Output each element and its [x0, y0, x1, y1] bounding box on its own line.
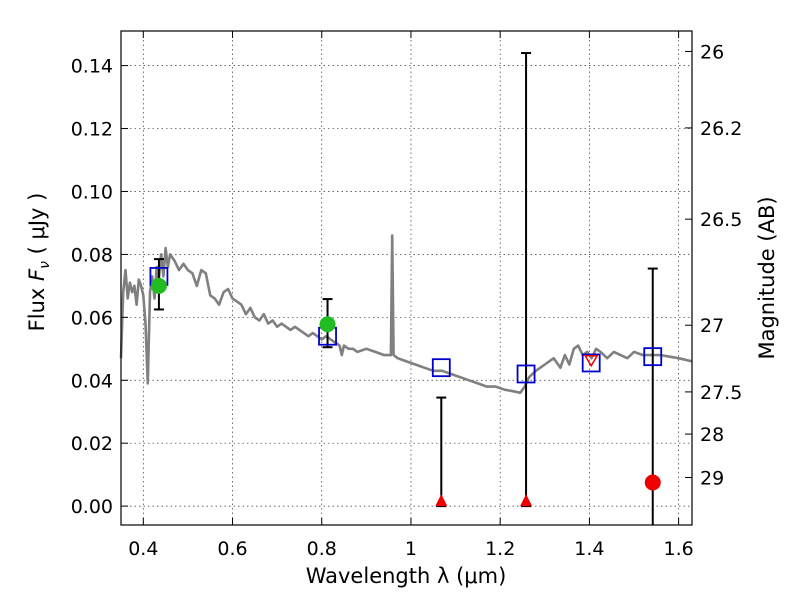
template-spectrum: [119, 234, 693, 395]
y2-tick-label: 29: [700, 467, 724, 489]
x-tick-label: 0.6: [217, 538, 247, 560]
detection-point: [319, 316, 336, 333]
x-tick-label: 1.2: [485, 538, 515, 560]
y-tick-label: 0.04: [71, 370, 113, 392]
y-tick-label: 0.12: [71, 119, 113, 141]
y2-tick-label: 26: [700, 41, 724, 63]
nondetection-point: [644, 474, 661, 491]
y-axis-label-post: ( μJy ): [25, 193, 49, 261]
y-axis-ticks: 0.00 0.02 0.04 0.06 0.08 0.10 0.12 0.14: [71, 56, 128, 518]
y-tick-label: 0.10: [71, 181, 113, 203]
x-axis-label: Wavelength λ (μm): [306, 564, 507, 588]
y-tick-label: 0.06: [71, 307, 113, 329]
upper-limit-triangle: [520, 494, 533, 507]
observed-photometry: [150, 277, 661, 507]
y-axis-label-symbol: F: [25, 268, 49, 281]
model-square: [643, 347, 663, 367]
x-tick-label: 1: [405, 538, 417, 560]
y2-tick-label: 28: [700, 424, 724, 446]
grid-lines: [121, 31, 692, 525]
x-axis-ticks: 0.4 0.6 0.8 1 1.2 1.4 1.6: [128, 31, 694, 560]
detection-point: [150, 277, 167, 294]
y2-tick-label: 26.2: [700, 118, 742, 140]
model-square: [431, 358, 451, 378]
y-tick-label: 0.00: [71, 496, 113, 518]
y2-tick-label: 27.5: [700, 382, 742, 404]
template-spectrum-line: [119, 234, 693, 395]
y-tick-label: 0.08: [71, 244, 113, 266]
y2-tick-label: 26.5: [700, 209, 742, 231]
y-tick-label: 0.02: [71, 433, 113, 455]
upper-limit-triangle: [435, 494, 448, 507]
x-tick-label: 1.6: [664, 538, 694, 560]
x-tick-label: 1.4: [574, 538, 604, 560]
model-square: [581, 353, 601, 373]
upper-limit-triangle-down: [583, 355, 599, 368]
model-square: [516, 364, 536, 384]
y-tick-label: 0.14: [71, 56, 113, 78]
y2-axis-ticks: 26 26.2 26.5 27 27.5 28 29: [685, 41, 742, 489]
x-tick-label: 0.4: [128, 538, 158, 560]
plot-frame: [120, 30, 693, 526]
model-photometry: [149, 267, 663, 384]
y-axis-label-subscript: ν: [37, 261, 53, 269]
y2-tick-label: 27: [700, 315, 724, 337]
y2-axis-label: Magnitude (AB): [755, 196, 779, 359]
y-axis-label-pre: Flux: [25, 281, 49, 331]
y-axis-label: Flux Fν ( μJy ): [25, 193, 53, 332]
x-tick-label: 0.8: [307, 538, 337, 560]
